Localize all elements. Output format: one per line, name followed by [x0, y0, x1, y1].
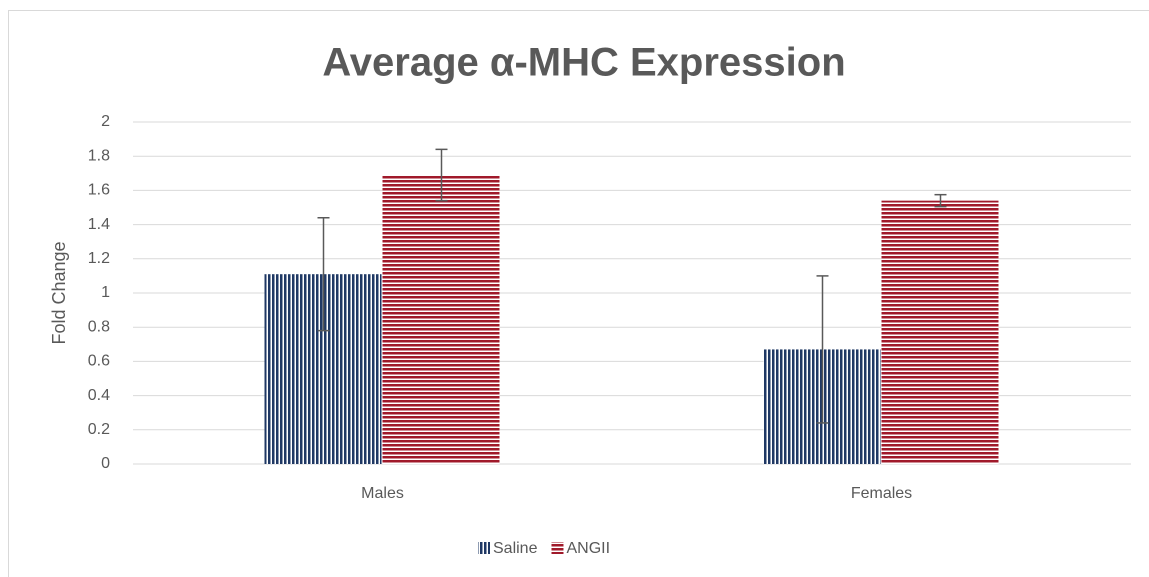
error-bar	[816, 275, 829, 424]
x-tick-label: Males	[361, 485, 404, 502]
y-tick-label: 2	[101, 113, 110, 130]
y-tick-label: 0.6	[88, 353, 110, 370]
y-tick-label: 1.6	[88, 182, 110, 199]
y-tick-label: 1.4	[88, 216, 110, 233]
y-tick-label: 1	[101, 284, 110, 301]
error-bar	[317, 217, 330, 332]
bar	[881, 200, 999, 464]
error-bar	[934, 193, 947, 208]
legend-swatch	[478, 542, 490, 554]
error-bar	[435, 148, 448, 202]
x-tick-label: Females	[851, 485, 912, 502]
legend-label: ANGII	[566, 540, 610, 557]
y-tick-label: 1.2	[88, 250, 110, 267]
legend-label: Saline	[493, 540, 538, 557]
y-axis-label: Fold Change	[49, 241, 69, 344]
bar	[382, 175, 500, 464]
chart-title: Average α-MHC Expression	[322, 41, 845, 85]
y-tick-label: 1.8	[88, 147, 110, 164]
legend-swatch	[551, 542, 564, 554]
y-tick-label: 0.2	[88, 421, 110, 438]
y-tick-label: 0	[101, 455, 110, 472]
y-tick-label: 0.8	[88, 318, 110, 335]
y-tick-label: 0.4	[88, 387, 110, 404]
